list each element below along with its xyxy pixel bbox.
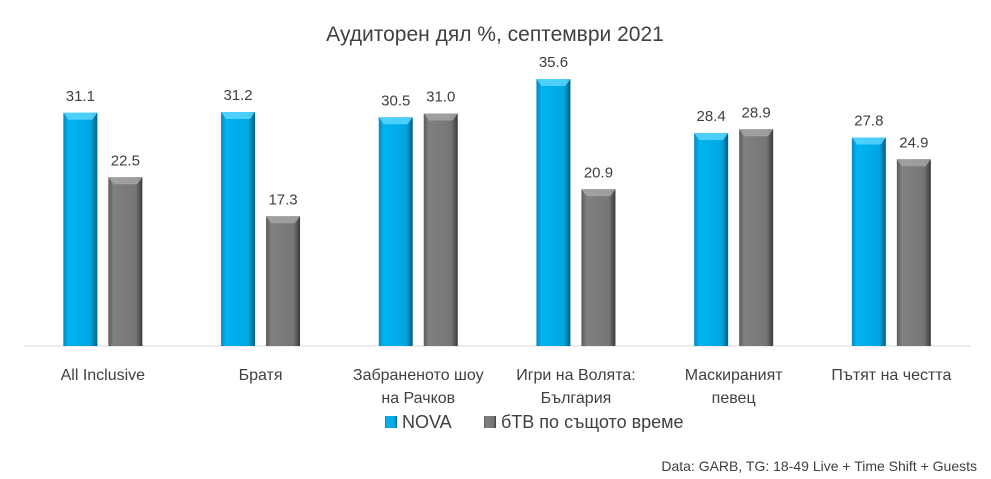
- data-label: 31.0: [426, 89, 455, 106]
- bar-bevel: [896, 159, 931, 167]
- bar-btv: [896, 159, 931, 346]
- bar-btv: [581, 189, 616, 346]
- chart-title: Аудиторен дял %, септември 2021: [326, 23, 664, 46]
- data-label: 28.4: [697, 108, 726, 125]
- data-label: 28.9: [742, 104, 771, 121]
- x-tick-label: певец: [712, 390, 756, 407]
- data-label: 31.2: [223, 87, 252, 104]
- legend: NOVA бТВ по същото време: [385, 412, 684, 432]
- data-label: 24.9: [899, 134, 928, 151]
- legend-label-btv: бТВ по същото време: [501, 412, 684, 432]
- bar-bevel: [108, 177, 143, 185]
- data-label: 31.1: [66, 88, 95, 105]
- legend-swatch-btv: [484, 416, 496, 428]
- bar-btv: [423, 113, 458, 346]
- bar-bevel: [221, 112, 256, 119]
- bar-bevel: [266, 216, 301, 224]
- bar-bevel: [581, 189, 616, 197]
- legend-swatch-nova: [385, 416, 397, 428]
- data-label: 20.9: [584, 164, 613, 181]
- data-label: 17.3: [268, 191, 297, 208]
- bar-nova: [851, 137, 886, 346]
- x-tick-label: Маскираният: [685, 367, 784, 384]
- bar-nova: [378, 117, 413, 346]
- x-tick-label: Пътят на честта: [831, 367, 951, 384]
- bar-nova: [536, 79, 571, 346]
- bar-nova: [63, 112, 98, 346]
- bar-btv: [739, 129, 774, 346]
- legend-label-nova: NOVA: [402, 412, 452, 432]
- x-tick-label: All Inclusive: [61, 367, 146, 384]
- bar-bevel: [378, 117, 413, 125]
- data-label: 27.8: [854, 113, 883, 130]
- footnote: Data: GARB, TG: 18-49 Live + Time Shift …: [661, 458, 977, 474]
- bar-nova: [694, 133, 729, 346]
- x-tick-label: България: [541, 390, 612, 407]
- data-label: 35.6: [539, 54, 568, 71]
- x-tick-label: на Рачков: [381, 390, 455, 407]
- x-tick-label: Братя: [239, 367, 283, 384]
- bar-btv: [266, 216, 301, 346]
- data-label: 30.5: [381, 92, 410, 109]
- bar-bevel: [739, 129, 774, 137]
- bar-nova: [221, 112, 256, 346]
- bar-bevel: [851, 137, 886, 145]
- bar-bevel: [694, 133, 729, 140]
- bar-bevel: [63, 112, 98, 120]
- bar-bevel: [423, 113, 458, 121]
- bar-btv: [108, 177, 143, 346]
- x-tick-label: Забраненото шоу: [353, 367, 484, 384]
- x-tick-label: Игри на Волята:: [516, 367, 636, 384]
- bar-bevel: [536, 79, 571, 86]
- data-label: 22.5: [111, 152, 140, 169]
